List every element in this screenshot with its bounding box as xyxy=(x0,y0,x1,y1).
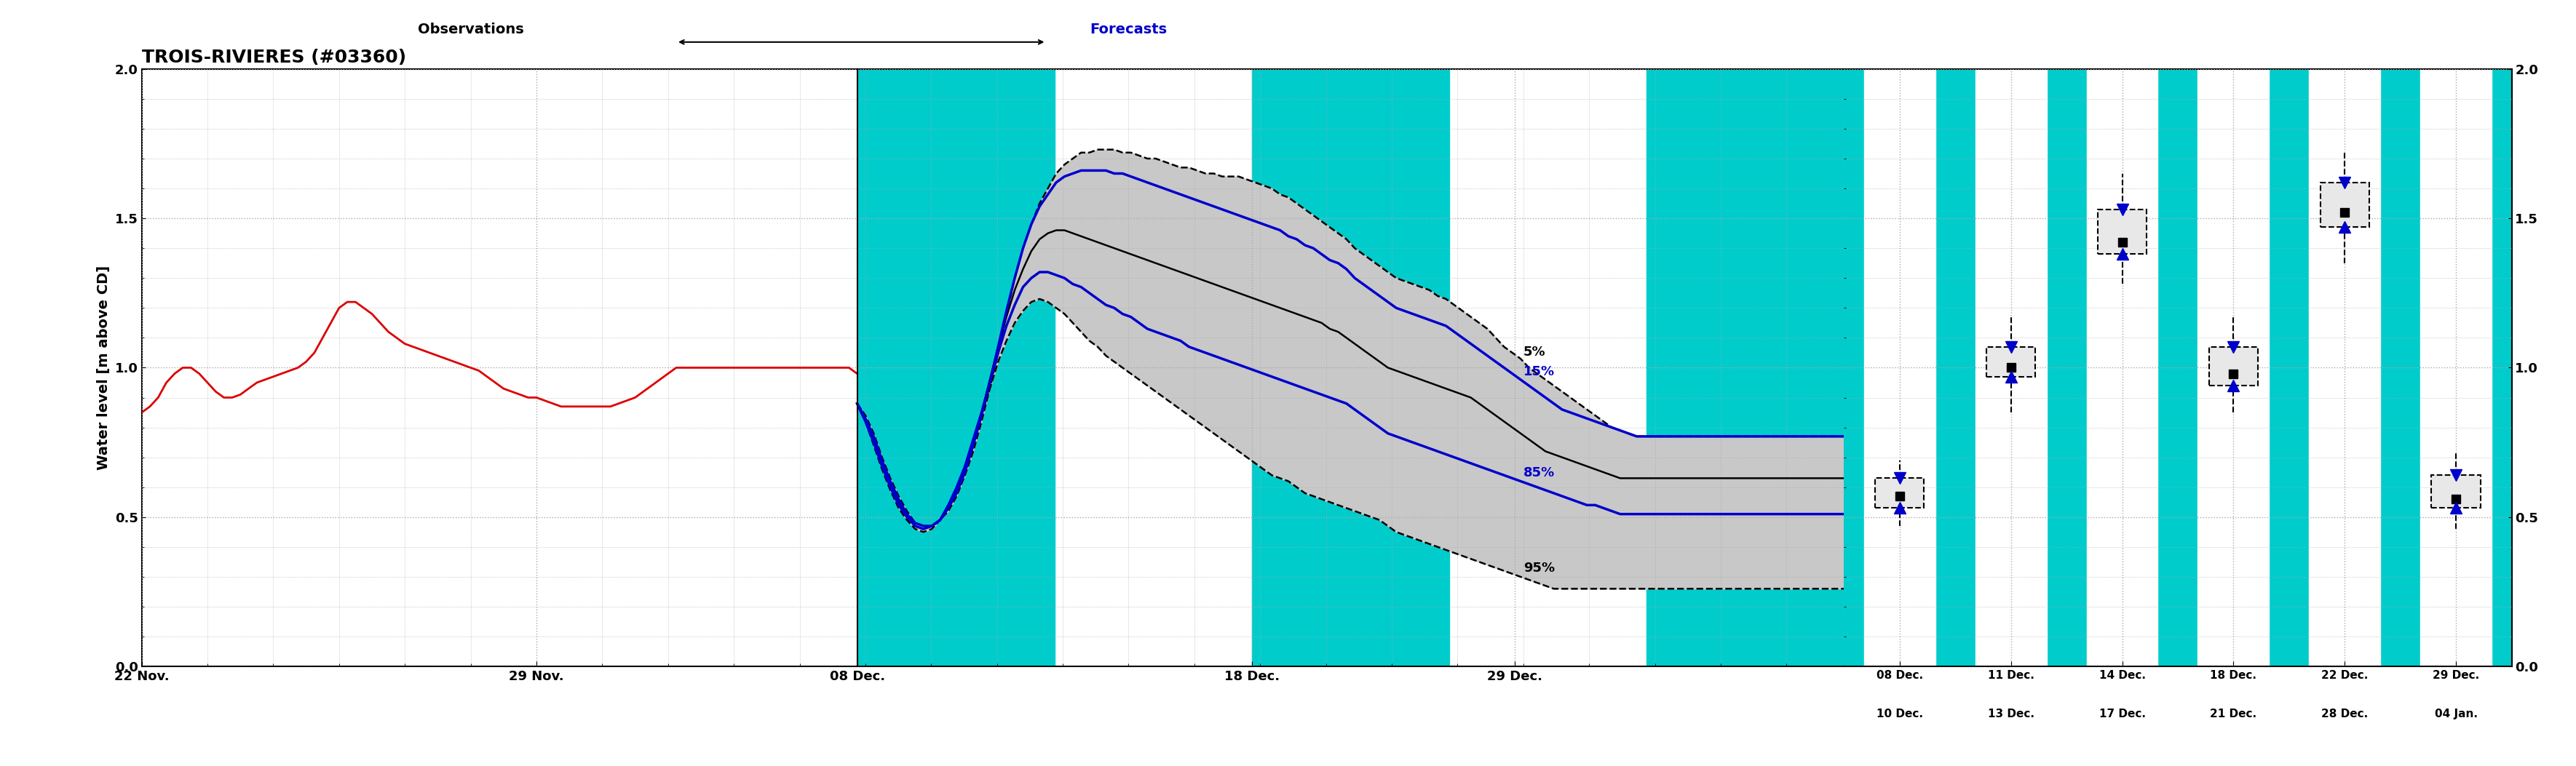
Bar xyxy=(2097,209,2146,254)
Text: Forecasts: Forecasts xyxy=(1090,22,1167,36)
Bar xyxy=(1875,478,1924,508)
Text: 17 Dec.: 17 Dec. xyxy=(2099,709,2146,719)
Text: TROIS-RIVIERES (#03360): TROIS-RIVIERES (#03360) xyxy=(142,49,407,67)
Bar xyxy=(2432,475,2481,508)
Bar xyxy=(1865,69,1935,666)
Text: 5%: 5% xyxy=(1522,345,1546,358)
Text: 85%: 85% xyxy=(1522,466,1556,480)
Y-axis label: Water level [m above CD]: Water level [m above CD] xyxy=(98,266,111,470)
Bar xyxy=(2421,69,2491,666)
Text: 13 Dec.: 13 Dec. xyxy=(1989,709,2035,719)
Bar xyxy=(2087,69,2159,666)
Bar xyxy=(2321,182,2370,228)
Bar xyxy=(2197,69,2269,666)
Bar xyxy=(1252,69,1450,666)
Text: 15%: 15% xyxy=(1522,365,1556,378)
Text: 21 Dec.: 21 Dec. xyxy=(2210,709,2257,719)
Bar xyxy=(858,69,1054,666)
Text: Observations: Observations xyxy=(417,22,523,36)
Bar xyxy=(1986,347,2035,377)
Text: 28 Dec.: 28 Dec. xyxy=(2321,709,2367,719)
Text: 95%: 95% xyxy=(1522,561,1556,574)
Bar xyxy=(1646,69,1844,666)
Bar xyxy=(1976,69,2045,666)
Text: 04 Jan.: 04 Jan. xyxy=(2434,709,2478,719)
Bar xyxy=(2308,69,2380,666)
Text: 10 Dec.: 10 Dec. xyxy=(1875,709,1922,719)
Bar xyxy=(2210,347,2259,385)
